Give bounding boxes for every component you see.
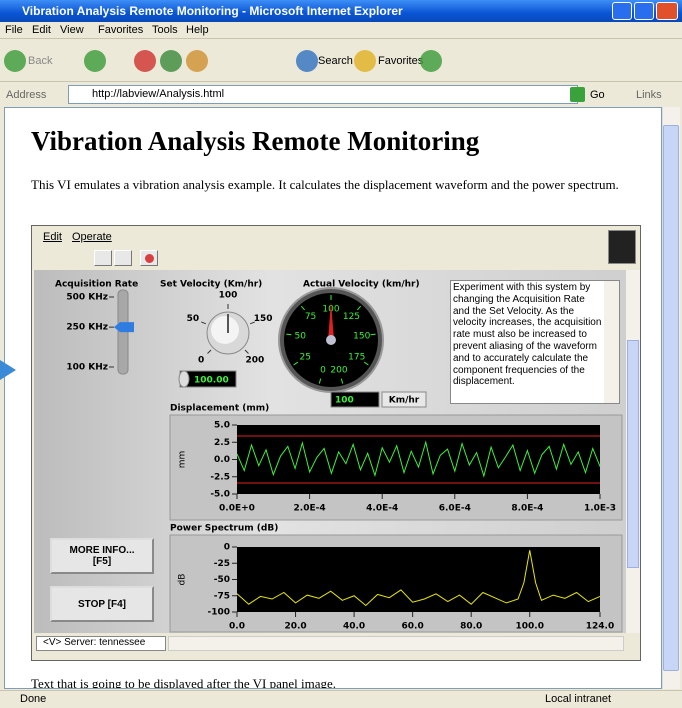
toolbar-icon[interactable]: [420, 50, 442, 72]
url: http://labview/Analysis.html: [92, 88, 225, 100]
menu-item[interactable]: Favorites: [98, 24, 144, 36]
button-label: MORE INFO...: [69, 545, 135, 556]
status-text: Done: [20, 693, 47, 705]
run-continuous-button[interactable]: [114, 250, 132, 266]
more-info-button[interactable]: MORE INFO... [F5]: [50, 538, 154, 574]
menu-item[interactable]: Help: [186, 24, 209, 36]
zone: Local intranet: [545, 693, 612, 705]
info-scrollbar[interactable]: [604, 281, 619, 403]
toolbar-button[interactable]: Search: [318, 55, 353, 67]
menu-item[interactable]: File: [5, 24, 23, 36]
toolbar-icon[interactable]: [186, 50, 208, 72]
button-label: STOP [F4]: [78, 599, 126, 610]
status-bar: [0, 690, 682, 708]
info-box: [450, 280, 620, 404]
button-label: [F5]: [92, 556, 112, 567]
title-bar: [0, 0, 682, 22]
vi-menu-item[interactable]: Edit: [43, 231, 62, 243]
toolbar-icon[interactable]: [134, 50, 156, 72]
window-title: Vibration Analysis Remote Monitoring - M…: [22, 4, 403, 18]
info-text: Experiment with this system by changing …: [453, 282, 602, 388]
go-icon[interactable]: [570, 87, 585, 102]
maximize-button[interactable]: [634, 2, 654, 20]
after-text: Text that is going to be displayed after…: [31, 676, 336, 689]
go-button[interactable]: Go: [590, 89, 605, 101]
stop-button[interactable]: STOP [F4]: [50, 586, 154, 622]
toolbar-icon[interactable]: [354, 50, 376, 72]
vi-menu: Edit Operate: [32, 229, 602, 245]
toolbar-icon[interactable]: [296, 50, 318, 72]
menu-item[interactable]: Edit: [32, 24, 51, 36]
address-label: Address: [6, 89, 47, 101]
page-scroll-thumb[interactable]: [663, 125, 679, 671]
server-status: <V> Server: tennessee: [36, 636, 166, 651]
toolbar-icon[interactable]: [160, 50, 182, 72]
vi-icon: [608, 230, 636, 264]
links[interactable]: Links: [636, 89, 662, 101]
close-button[interactable]: [656, 2, 678, 20]
vi-hscrollbar[interactable]: [168, 636, 624, 651]
minimize-button[interactable]: [612, 2, 632, 20]
toolbar-icon[interactable]: [4, 50, 26, 72]
heading: Vibration Analysis Remote Monitoring: [31, 126, 480, 156]
toolbar-button[interactable]: Back: [28, 55, 53, 67]
toolbar-icon[interactable]: [84, 50, 106, 72]
menu-bar: File Edit View Favorites Tools Help: [0, 22, 682, 39]
intro: This VI emulates a vibration analysis ex…: [31, 177, 619, 192]
abort-icon: [145, 254, 154, 263]
toolbar: Back Search Favorites: [0, 40, 682, 82]
menu-item[interactable]: View: [60, 24, 84, 36]
run-button[interactable]: [94, 250, 112, 266]
vi-scroll-thumb[interactable]: [627, 340, 639, 568]
toolbar-button[interactable]: Favorites: [378, 55, 424, 67]
menu-item[interactable]: Tools: [152, 24, 178, 36]
vi-menu-item[interactable]: Operate: [72, 231, 112, 243]
